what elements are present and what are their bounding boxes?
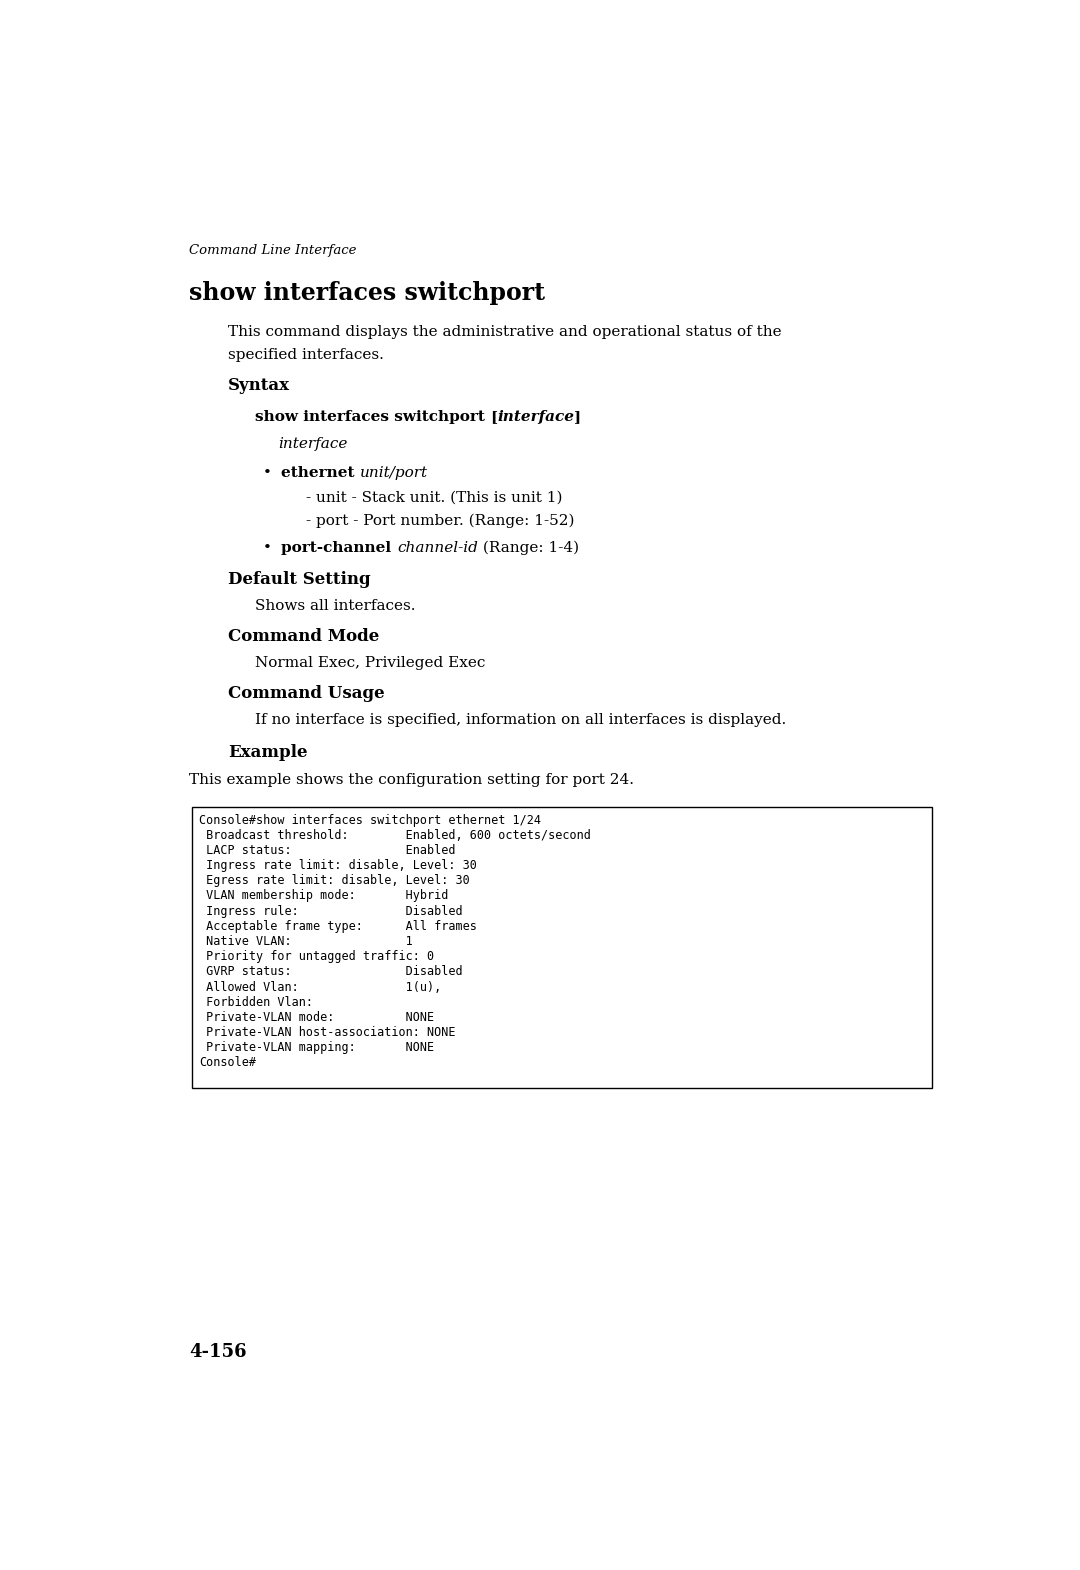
Text: Syntax: Syntax <box>228 377 291 394</box>
Text: show interfaces switchport: show interfaces switchport <box>189 281 545 305</box>
Text: Console#: Console# <box>200 1057 256 1069</box>
Text: ]: ] <box>575 410 581 424</box>
Text: Private-VLAN mode:          NONE: Private-VLAN mode: NONE <box>200 1011 434 1024</box>
Text: Ingress rate limit: disable, Level: 30: Ingress rate limit: disable, Level: 30 <box>200 859 477 873</box>
Text: interface: interface <box>279 436 348 451</box>
Text: •: • <box>262 540 272 554</box>
Text: [: [ <box>490 410 498 424</box>
Text: Broadcast threshold:        Enabled, 600 octets/second: Broadcast threshold: Enabled, 600 octets… <box>200 829 591 842</box>
Text: Command Usage: Command Usage <box>228 685 384 702</box>
Text: Forbidden Vlan:: Forbidden Vlan: <box>200 995 313 1008</box>
Text: - unit - Stack unit. (This is unit 1): - unit - Stack unit. (This is unit 1) <box>306 491 562 506</box>
Text: This command displays the administrative and operational status of the: This command displays the administrative… <box>228 325 782 339</box>
Text: Priority for untagged traffic: 0: Priority for untagged traffic: 0 <box>200 950 434 962</box>
Text: Example: Example <box>228 744 308 760</box>
Text: This example shows the configuration setting for port 24.: This example shows the configuration set… <box>189 772 634 787</box>
Text: Ingress rule:               Disabled: Ingress rule: Disabled <box>200 904 463 917</box>
Text: Acceptable frame type:      All frames: Acceptable frame type: All frames <box>200 920 477 933</box>
Text: Default Setting: Default Setting <box>228 571 370 589</box>
Text: Shows all interfaces.: Shows all interfaces. <box>255 600 416 614</box>
Text: Command Mode: Command Mode <box>228 628 379 645</box>
Text: unit/port: unit/port <box>361 466 429 480</box>
Text: Native VLAN:                1: Native VLAN: 1 <box>200 936 413 948</box>
Text: port-channel: port-channel <box>282 540 396 554</box>
Bar <box>191 807 932 1088</box>
Text: Private-VLAN mapping:       NONE: Private-VLAN mapping: NONE <box>200 1041 434 1053</box>
Text: 4-156: 4-156 <box>189 1344 247 1361</box>
Text: Command Line Interface: Command Line Interface <box>189 243 356 257</box>
Text: If no interface is specified, information on all interfaces is displayed.: If no interface is specified, informatio… <box>255 713 786 727</box>
Text: Allowed Vlan:               1(u),: Allowed Vlan: 1(u), <box>200 981 442 994</box>
Text: interface: interface <box>498 410 575 424</box>
Text: •: • <box>262 466 272 480</box>
Text: VLAN membership mode:       Hybrid: VLAN membership mode: Hybrid <box>200 890 448 903</box>
Text: channel-id: channel-id <box>396 540 477 554</box>
Text: Egress rate limit: disable, Level: 30: Egress rate limit: disable, Level: 30 <box>200 874 470 887</box>
Text: GVRP status:                Disabled: GVRP status: Disabled <box>200 966 463 978</box>
Text: ethernet: ethernet <box>282 466 361 480</box>
Text: - port - Port number. (Range: 1-52): - port - Port number. (Range: 1-52) <box>306 513 573 528</box>
Text: LACP status:                Enabled: LACP status: Enabled <box>200 845 456 857</box>
Text: (Range: 1-4): (Range: 1-4) <box>477 540 579 554</box>
Text: Console#show interfaces switchport ethernet 1/24: Console#show interfaces switchport ether… <box>200 813 541 827</box>
Text: Normal Exec, Privileged Exec: Normal Exec, Privileged Exec <box>255 656 486 670</box>
Text: show interfaces switchport: show interfaces switchport <box>255 410 490 424</box>
Text: Private-VLAN host-association: NONE: Private-VLAN host-association: NONE <box>200 1027 456 1039</box>
Text: specified interfaces.: specified interfaces. <box>228 349 383 363</box>
